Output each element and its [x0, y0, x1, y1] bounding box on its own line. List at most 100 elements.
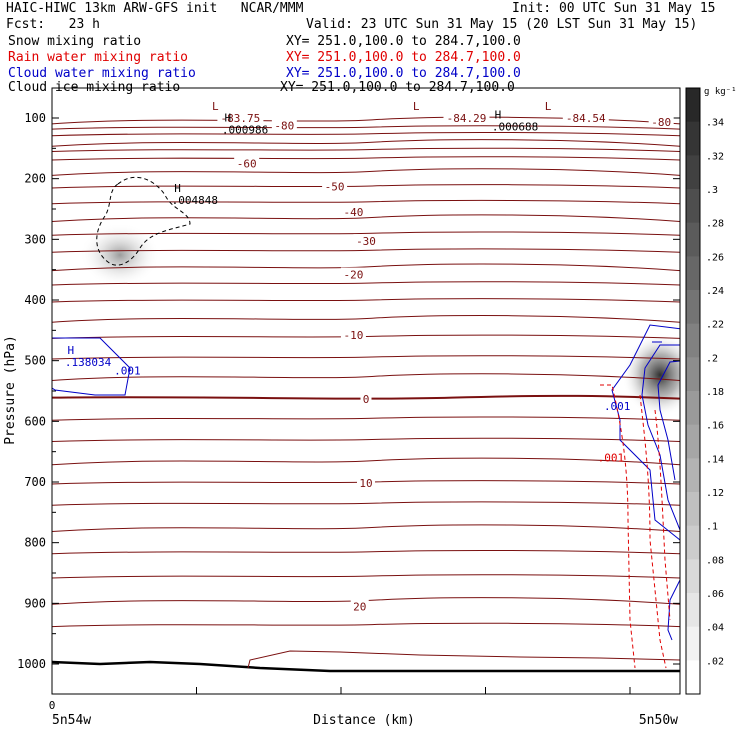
terrain-isotherm [247, 650, 680, 669]
legend-rain-xy: XY= 251.0,100.0 to 284.7,100.0 [286, 50, 521, 65]
isotherm-line [52, 214, 680, 222]
init-time: Init: 00 UTC Sun 31 May 15 [512, 1, 716, 16]
x-axis-label: Distance (km) [313, 713, 415, 728]
colorbar-segment [686, 290, 700, 325]
extremum-value: .000688 [492, 121, 538, 134]
extremum-letter: L [545, 100, 552, 113]
isotherm-label: -84.54 [566, 112, 606, 125]
isotherm-line [52, 199, 680, 205]
isotherm-label-bg [217, 111, 264, 123]
isotherm-label-bg [353, 234, 379, 247]
isotherm-label: -20 [344, 269, 364, 282]
y-tick-label: 200 [24, 172, 46, 186]
y-tick-label: 300 [24, 232, 46, 246]
cloudwater-contours-right [611, 324, 680, 641]
colorbar-segment [686, 256, 700, 291]
colorbar-tick-label: .06 [706, 589, 724, 600]
colorbar-tick-label: .18 [706, 387, 724, 398]
extremum-letter: H [225, 112, 232, 125]
isotherm-line [52, 622, 680, 628]
colorbar-tick-label: .3 [706, 185, 718, 196]
colorbar-frame [685, 87, 701, 695]
ground-terrain [52, 660, 680, 673]
x-right-location: 5n50w [639, 713, 678, 728]
colorbar-segment [686, 424, 700, 459]
isotherm-line [52, 457, 680, 466]
y-axis-label: Pressure (hPa) [3, 335, 18, 445]
legend-snow-name: Snow mixing ratio [8, 34, 142, 49]
isotherm-label: -83.75 [221, 112, 261, 125]
colorbar-segment [686, 660, 700, 695]
extremum-letter: L [413, 100, 420, 113]
colorbar-segment [686, 458, 700, 493]
legend-rain-name: Rain water mixing ratio [8, 50, 189, 65]
isotherm-label: -60 [237, 158, 257, 171]
isotherm-line [52, 549, 680, 555]
isotherm-label: 0 [363, 393, 370, 406]
isotherm-label: -84.29 [447, 112, 487, 125]
mixing-ratio-label: .001 [598, 451, 625, 464]
colorbar-tick-label: .12 [706, 488, 724, 499]
isotherm-label-bg [350, 599, 369, 612]
isotherm-label: -40 [344, 206, 364, 219]
colorbar-unit: g kg⁻¹ [704, 87, 737, 97]
colorbar-tick-label: .08 [706, 555, 724, 566]
isotherm-line [52, 437, 680, 443]
y-tick-label: 400 [24, 293, 46, 307]
isotherm-label: -50 [325, 181, 345, 194]
isotherm-label-bg [234, 156, 260, 169]
extremum-letter: L [212, 100, 219, 113]
valid-time: Valid: 23 UTC Sun 31 May 15 (20 LST Sun … [306, 17, 698, 32]
colorbar-tick-label: .2 [706, 353, 718, 364]
isotherm-label: 20 [353, 600, 366, 613]
colorbar-tick-label: .24 [706, 286, 724, 297]
isotherm-label-bg [443, 111, 490, 123]
colorbar-tick-label: .22 [706, 320, 724, 331]
colorbar-segment [686, 525, 700, 560]
isotherm-line [52, 248, 680, 253]
isotherm-line [52, 574, 680, 579]
extremum-value: .000986 [222, 124, 268, 137]
isotherm-line [52, 334, 680, 339]
colorbar-tick-label: .02 [706, 656, 724, 667]
isotherm-label: 10 [359, 477, 372, 490]
isotherm-line [52, 355, 680, 360]
colorbar-tick-label: .16 [706, 421, 724, 432]
isotherm-label-bg [562, 111, 609, 123]
colorbar-segment [686, 593, 700, 628]
colorbar-tick-label: .34 [706, 118, 724, 129]
y-tick-label: 100 [24, 111, 46, 125]
isotherm-label-bg [271, 118, 297, 131]
isotherm-line [52, 231, 680, 236]
isotherm-label: -10 [344, 329, 364, 342]
colorbar-segment [686, 222, 700, 257]
colorbar-segment [686, 88, 700, 123]
isotherm-label-bg [322, 179, 348, 192]
isotherm-line [52, 263, 680, 272]
rain-contours-right [600, 384, 671, 669]
colorbar-tick-label: .32 [706, 151, 724, 162]
isotherm-label: -80 [651, 116, 671, 129]
extremum-letter: H [495, 109, 502, 122]
extremum-value: .138034 [65, 356, 112, 369]
isotherm-label-bg [340, 267, 366, 280]
x-tick-zero: 0 [49, 699, 56, 712]
forecast-hour: Fcst: 23 h [6, 17, 100, 32]
isotherm-line [52, 156, 680, 161]
colorbar-segment [686, 626, 700, 661]
isotherm-label-bg [340, 328, 366, 341]
colorbar-segment [686, 189, 700, 224]
colorbar-segment [686, 559, 700, 594]
legend-snow-xy: XY= 251.0,100.0 to 284.7,100.0 [286, 34, 521, 49]
mixing-ratio-label: .001 [604, 400, 631, 413]
snow-contour-left [96, 176, 191, 266]
isotherm-line [52, 597, 680, 605]
isotherm-line [52, 168, 680, 176]
extremum-letter: H [68, 344, 75, 357]
x-left-location: 5n54w [52, 713, 91, 728]
isotherm-line [52, 281, 680, 286]
isotherm-label-bg [357, 476, 375, 489]
contour-labels: -83.75 -80 -84.29 -84.54 -80 -60 -50 -40 -30 -20 -… [65, 100, 674, 613]
y-tick-label: 600 [24, 414, 46, 428]
